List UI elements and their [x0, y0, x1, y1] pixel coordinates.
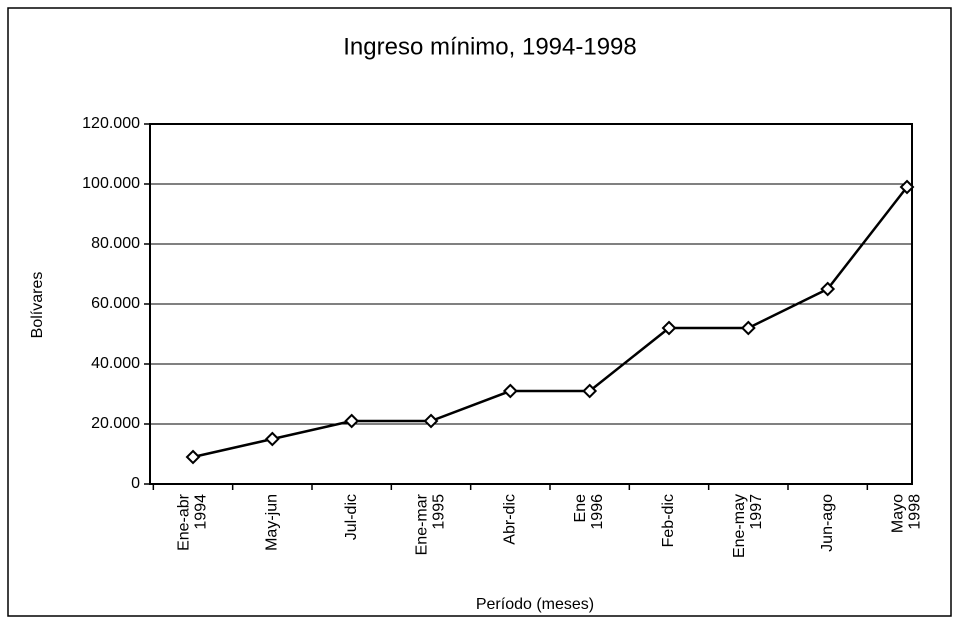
y-tick-label: 80.000 [91, 235, 140, 252]
data-point [264, 431, 280, 447]
y-tick-label: 0 [131, 475, 140, 492]
data-point [661, 320, 677, 336]
x-tick-label: Ene1996 [572, 494, 606, 530]
x-tick-label: Abr-dic [502, 494, 519, 545]
x-tick-label: Ene-abr1994 [176, 493, 210, 551]
y-tick-label: 20.000 [91, 415, 140, 432]
chart-title: Ingreso mínimo, 1994-1998 [343, 33, 637, 60]
data-point [899, 179, 915, 195]
data-point [185, 449, 201, 465]
data-point [820, 281, 836, 297]
x-tick-label: Ene-mar1995 [414, 493, 448, 555]
data-point [344, 413, 360, 429]
y-tick-label: 100.000 [82, 175, 140, 192]
data-point [502, 383, 518, 399]
x-tick-label: Feb-dic [660, 494, 677, 547]
y-axis-label: Bolívares [29, 272, 46, 339]
x-tick-label: Mayo1998 [890, 494, 924, 533]
x-tick-label: May-jun [264, 494, 281, 551]
y-tick-label: 40.000 [91, 355, 140, 372]
y-tick-label: 60.000 [91, 295, 140, 312]
x-tick-label: Jun-ago [819, 494, 836, 552]
x-axis-label: Período (meses) [476, 596, 594, 613]
data-point [740, 320, 756, 336]
plot-border [149, 123, 913, 485]
y-tick-label: 120.000 [82, 115, 140, 132]
data-line [192, 186, 908, 459]
data-point [423, 413, 439, 429]
data-point [582, 383, 598, 399]
x-tick-label: Jul-dic [343, 494, 360, 540]
x-tick-label: Ene-may1997 [731, 494, 765, 558]
